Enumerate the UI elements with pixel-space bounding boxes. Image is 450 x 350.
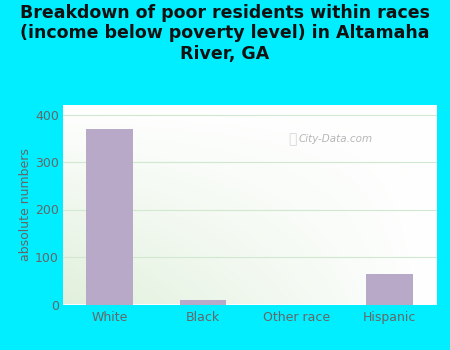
Bar (366, 274, 413, 304)
Text: Breakdown of poor residents within races
(income below poverty level) in Altamah: Breakdown of poor residents within races… (20, 4, 430, 63)
Text: City-Data.com: City-Data.com (299, 134, 373, 144)
Y-axis label: absolute numbers: absolute numbers (19, 148, 32, 261)
Bar (86, 129, 133, 304)
Text: ⦾: ⦾ (288, 132, 297, 146)
Bar (180, 300, 226, 304)
